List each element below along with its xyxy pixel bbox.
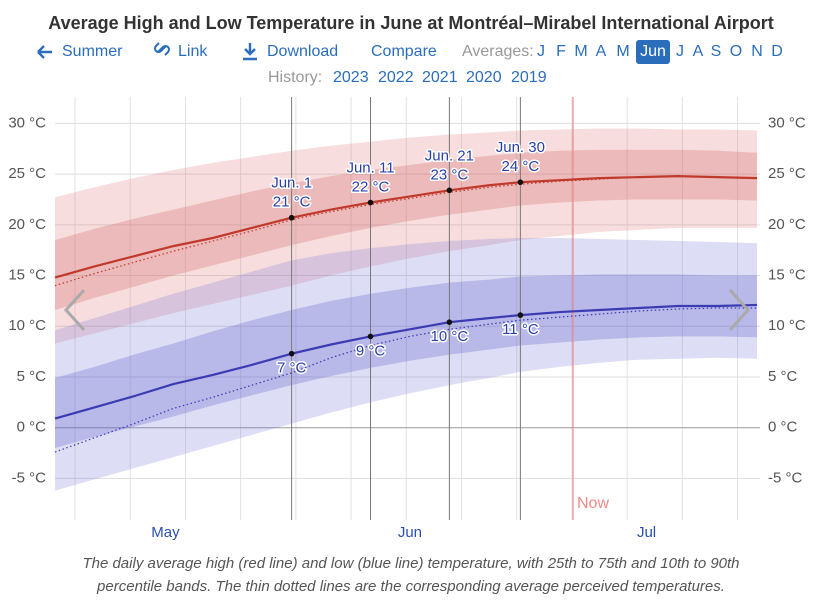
value-label: 11 °C (502, 321, 539, 338)
month-links: J F M A M Jun J A S O N D (537, 40, 783, 64)
date-label: Jun. 30 (496, 139, 545, 156)
value-label: 21 °C (273, 194, 311, 211)
year-link[interactable]: 2020 (466, 69, 502, 86)
y-tick-label-right: 0 °C (768, 419, 798, 436)
month-link[interactable]: D (771, 43, 783, 60)
month-link[interactable]: A (693, 43, 704, 60)
month-link[interactable]: S (711, 43, 722, 60)
month-link[interactable]: Jun (640, 43, 666, 60)
year-link[interactable]: 2022 (378, 69, 414, 86)
value-label: 22 °C (352, 178, 390, 195)
averages-label: Averages: (462, 43, 534, 60)
year-link[interactable]: 2021 (422, 69, 458, 86)
history-label: History: (268, 69, 322, 86)
x-tick-label: May (151, 524, 180, 541)
month-link[interactable]: J (676, 43, 684, 60)
month-link[interactable]: M (574, 43, 587, 60)
value-label: 24 °C (502, 158, 540, 175)
nav-link[interactable]: Link (178, 43, 208, 60)
x-tick-label: Jun (398, 524, 422, 541)
y-tick-label: 30 °C (8, 114, 46, 131)
year-link[interactable]: 2019 (511, 69, 547, 86)
nav-link[interactable]: Summer (62, 43, 123, 60)
percentile-band (55, 128, 757, 344)
date-label: Jun. 21 (425, 147, 474, 164)
month-link[interactable]: A (596, 43, 607, 60)
data-point (517, 312, 524, 318)
y-tick-label: 0 °C (17, 419, 47, 436)
month-link[interactable]: N (751, 43, 763, 60)
plot-area: -5 °C -5 °C 0 °C 0 °C 5 °C 5 °C 10 °C 10 °C 15 °… (8, 97, 806, 541)
percentile-band (55, 238, 757, 491)
x-tick-label: Jul (637, 524, 656, 541)
now-label: Now (577, 495, 609, 512)
data-point (446, 319, 453, 325)
y-tick-label: 10 °C (8, 317, 46, 334)
back-icon (37, 45, 52, 59)
average-line (54, 175, 758, 279)
value-label: 7 °C (277, 360, 307, 377)
caption: percentile bands. The thin dotted lines … (96, 578, 725, 595)
prev-arrow[interactable] (63, 288, 86, 332)
month-link[interactable]: F (556, 43, 566, 60)
date-label: Jun. 1 (271, 175, 312, 192)
data-point (288, 214, 295, 221)
month-link[interactable]: O (730, 43, 742, 60)
data-point (367, 199, 374, 206)
month-link[interactable]: J (537, 43, 545, 60)
nav-link[interactable]: Download (267, 43, 338, 60)
y-tick-label-right: 5 °C (768, 368, 798, 385)
chart-title: Average High and Low Temperature in June… (48, 13, 773, 33)
y-tick-label-right: 20 °C (768, 216, 806, 233)
percentile-band (55, 274, 757, 448)
data-point (367, 333, 374, 340)
caption: The daily average high (red line) and lo… (82, 555, 739, 572)
data-point (517, 179, 524, 186)
selected-month-box (636, 40, 670, 64)
nav-link[interactable]: Compare (371, 43, 437, 60)
y-tick-label: -5 °C (12, 469, 47, 486)
download-icon (243, 43, 257, 61)
value-label: 9 °C (356, 342, 386, 359)
data-point (288, 350, 295, 357)
date-label: Jun. 11 (346, 159, 394, 176)
year-link[interactable]: 2023 (333, 69, 369, 86)
next-arrow[interactable] (728, 288, 751, 332)
y-tick-label-right: 15 °C (768, 267, 806, 284)
y-tick-label: 20 °C (8, 216, 46, 233)
value-label: 23 °C (431, 166, 469, 183)
value-label: 10 °C (431, 328, 469, 345)
percentile-band (55, 149, 757, 311)
data-point (446, 187, 453, 194)
y-tick-label: 5 °C (17, 368, 47, 385)
y-tick-label-right: 25 °C (768, 165, 806, 182)
y-tick-label-right: -5 °C (768, 469, 803, 486)
y-tick-label-right: 30 °C (768, 114, 806, 131)
y-tick-label-right: 10 °C (768, 317, 806, 334)
average-line (54, 303, 758, 420)
link-icon (153, 42, 171, 56)
y-tick-label: 15 °C (8, 267, 46, 284)
y-tick-label: 25 °C (8, 165, 46, 182)
month-link[interactable]: M (616, 43, 629, 60)
